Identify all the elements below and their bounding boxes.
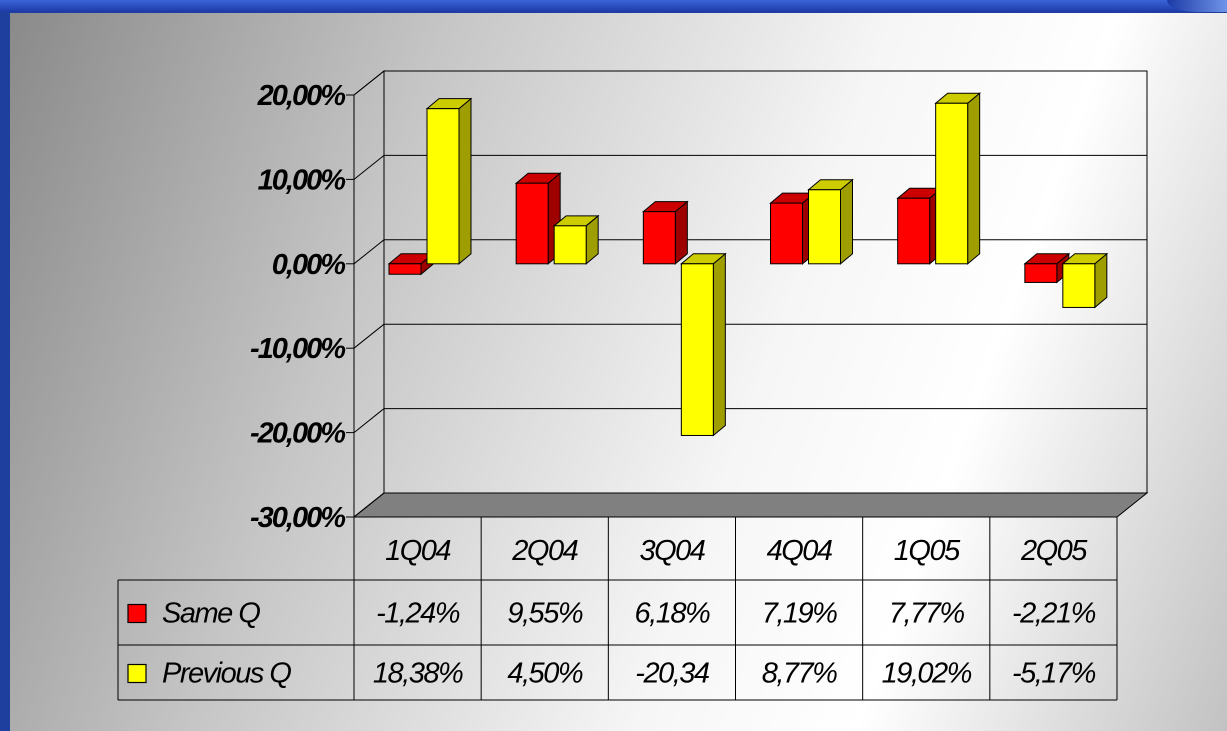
series-name: Previous Q — [162, 658, 291, 690]
category-label: 1Q04 — [385, 535, 451, 567]
chart-floor — [352, 492, 1149, 518]
bar — [897, 197, 931, 265]
slide-background — [10, 13, 1227, 731]
data-value: 19,02% — [882, 658, 972, 690]
gridline — [353, 408, 385, 433]
category-label: 2Q05 — [1020, 535, 1088, 567]
category-label: 4Q04 — [767, 535, 833, 567]
corner-decoration — [1167, 0, 1227, 12]
legend-swatch — [127, 663, 147, 684]
gridline — [353, 239, 385, 265]
data-value: -5,17% — [1012, 658, 1096, 690]
data-value: -1,24% — [376, 598, 460, 630]
y-tick-label: 0,00% — [272, 249, 345, 281]
gridline — [353, 323, 385, 349]
gridline — [353, 155, 385, 180]
bar — [642, 211, 676, 265]
bar-side — [458, 97, 472, 265]
y-tick-label: 20,00% — [257, 80, 346, 112]
bar-side — [840, 178, 853, 265]
gridline — [353, 492, 385, 518]
data-value: 4,50% — [507, 658, 582, 690]
title-bar — [0, 0, 1227, 12]
data-value: 9,55% — [507, 598, 582, 630]
bar — [770, 202, 803, 265]
data-value: 7,77% — [889, 598, 964, 630]
bar-side — [712, 252, 726, 437]
bar — [935, 102, 969, 265]
bar — [1062, 263, 1096, 308]
bar — [426, 108, 460, 265]
data-value: 7,19% — [762, 598, 837, 630]
y-tick-label: -10,00% — [250, 333, 345, 365]
bar-side — [674, 200, 688, 265]
bar — [680, 263, 714, 436]
legend-swatch — [127, 603, 147, 624]
data-value: 18,38% — [373, 658, 463, 690]
bar — [808, 189, 841, 265]
gridline — [353, 70, 385, 96]
category-label: 3Q04 — [639, 535, 705, 567]
bar — [388, 263, 422, 275]
data-value: -20,34 — [635, 658, 710, 690]
bar — [553, 225, 587, 265]
series-name: Same Q — [162, 598, 260, 630]
category-label: 2Q04 — [511, 535, 578, 567]
category-label: 1Q05 — [894, 535, 961, 567]
y-tick-label: 10,00% — [258, 164, 346, 196]
data-value: 8,77% — [762, 658, 837, 690]
y-tick-label: -20,00% — [250, 418, 345, 450]
data-value: 6,18% — [635, 598, 710, 630]
side-wall — [353, 69, 385, 519]
data-value: -2,21% — [1012, 598, 1096, 630]
bar — [1024, 263, 1058, 283]
bar — [515, 182, 549, 265]
bar-side — [967, 92, 981, 265]
y-tick-label: -30,00% — [250, 502, 345, 534]
